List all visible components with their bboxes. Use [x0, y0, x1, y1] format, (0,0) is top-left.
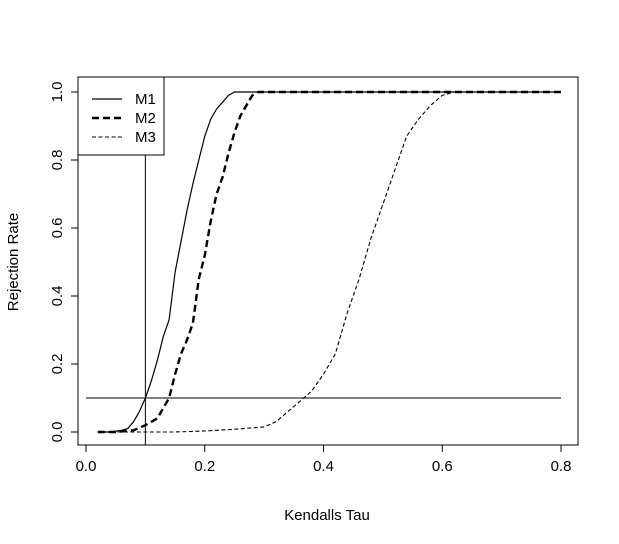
y-tick-label: 0.4	[49, 286, 66, 307]
y-tick-label: 0.2	[49, 354, 66, 375]
legend-label-m2: M2	[135, 110, 156, 127]
legend-box	[77, 76, 165, 156]
x-axis-label: Kendalls Tau	[284, 507, 370, 524]
legend-label-m1: M1	[135, 91, 156, 108]
series-line-m3	[97, 91, 561, 433]
series-layer	[97, 90, 561, 434]
x-axis: 0.0 0.2 0.4 0.6 0.8	[76, 444, 572, 475]
x-tick-label: 0.8	[551, 458, 572, 475]
legend-label-m3: M3	[135, 129, 156, 146]
series-line-m1	[97, 91, 561, 433]
y-axis-label: Rejection Rate	[5, 213, 22, 311]
legend: M1 M2 M3	[77, 76, 165, 156]
x-tick-label: 0.2	[194, 458, 215, 475]
x-tick-label: 0.4	[313, 458, 334, 475]
y-tick-label: 0.8	[49, 150, 66, 171]
y-axis: 0.0 0.2 0.4 0.6 0.8 1.0	[49, 82, 79, 443]
y-tick-label: 0.0	[49, 422, 66, 443]
x-tick-label: 0.6	[432, 458, 453, 475]
y-tick-label: 1.0	[49, 82, 66, 103]
series-line-m2	[97, 90, 561, 434]
y-tick-label: 0.6	[49, 218, 66, 239]
x-tick-label: 0.0	[76, 458, 97, 475]
